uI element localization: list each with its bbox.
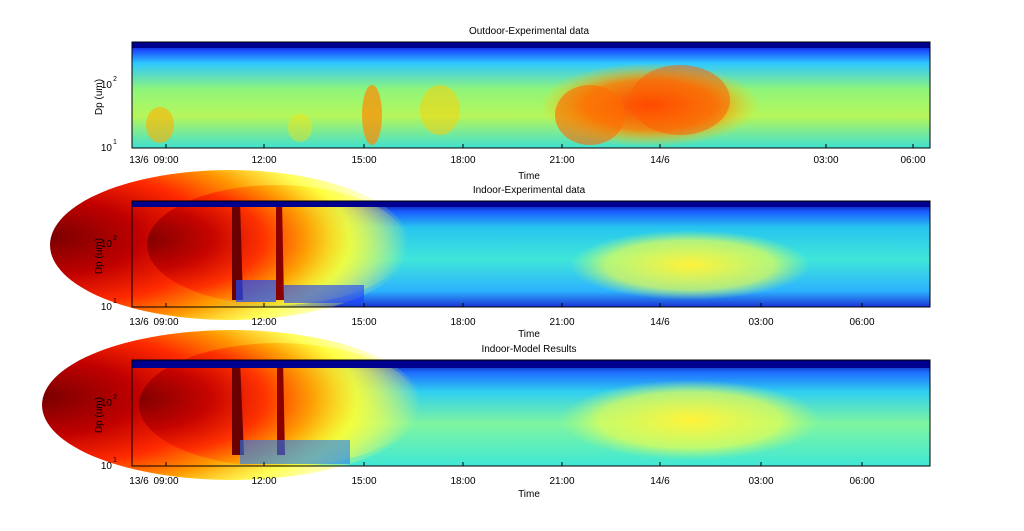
x-ticks: 13/6 09:00 12:00 15:00 18:00 21:00 14/6 03:00 06… [129,462,875,487]
heatmap-image [50,170,930,320]
heatmap-image [132,42,930,148]
x-tick-label: 12:00 [251,155,276,166]
x-tick-label: 21:00 [549,317,574,328]
xlabel: Time [518,171,540,182]
y-tick-label: 10 2 [101,235,117,250]
svg-text:10: 10 [101,143,113,154]
x-tick-label: 13/6 [129,155,149,166]
svg-text:2: 2 [113,394,117,401]
x-tick-label: 12:00 [251,476,276,487]
ylabel: Dp (um) [94,79,105,115]
axes-frame [131,41,931,149]
x-tick-label: 12:00 [251,317,276,328]
x-tick-label: 21:00 [549,476,574,487]
panel-indoor-model: Indoor-Model Results Dp (um) 10 2 10 1 1… [42,330,931,500]
x-tick-label: 09:00 [153,476,178,487]
y-tick-label: 10 1 [101,457,117,472]
xlabel: Time [518,489,540,500]
x-ticks: 13/6 09:00 12:00 15:00 18:00 21:00 14/6 03:00 06… [129,303,875,328]
ylabel: Dp (um) [94,238,105,274]
x-tick-label: 14/6 [650,317,670,328]
x-tick-label: 06:00 [849,476,874,487]
x-tick-label: 13/6 [129,476,149,487]
svg-text:1: 1 [113,139,117,146]
x-tick-label: 03:00 [748,476,773,487]
ylabel: Dp (um) [94,397,105,433]
x-tick-label: 18:00 [450,317,475,328]
x-tick-label: 03:00 [813,155,838,166]
x-tick-label: 06:00 [849,317,874,328]
x-tick-label: 18:00 [450,476,475,487]
x-tick-label: 15:00 [351,317,376,328]
panel-outdoor: Outdoor-Experimental data Dp (um) 10 2 1… [94,26,931,182]
panel-title: Indoor-Model Results [481,344,576,355]
axes-frame [131,200,931,308]
panel-title: Indoor-Experimental data [473,185,586,196]
svg-text:2: 2 [113,76,117,83]
svg-text:10: 10 [101,461,113,472]
x-tick-label: 14/6 [650,155,670,166]
panel-title: Outdoor-Experimental data [469,26,590,37]
x-tick-label: 15:00 [351,155,376,166]
svg-text:10: 10 [101,398,113,409]
x-tick-label: 09:00 [153,155,178,166]
x-tick-label: 13/6 [129,317,149,328]
svg-text:1: 1 [113,457,117,464]
x-tick-label: 18:00 [450,155,475,166]
x-tick-label: 09:00 [153,317,178,328]
x-tick-label: 21:00 [549,155,574,166]
y-tick-label: 10 1 [101,298,117,313]
x-tick-label: 06:00 [900,155,925,166]
y-tick-label: 10 2 [101,76,117,91]
svg-text:10: 10 [101,239,113,250]
svg-text:10: 10 [101,302,113,313]
x-ticks: 13/6 09:00 12:00 15:00 18:00 21:00 14/6 03:00 06… [129,144,926,166]
x-tick-label: 03:00 [748,317,773,328]
y-tick-label: 10 1 [101,139,117,154]
axes-frame [131,359,931,467]
panel-indoor-experimental: Indoor-Experimental data Dp (um) 10 2 10… [50,170,931,340]
x-tick-label: 15:00 [351,476,376,487]
heatmap-image [42,330,930,480]
xlabel: Time [518,329,540,340]
svg-text:2: 2 [113,235,117,242]
y-tick-label: 10 2 [101,394,117,409]
x-tick-label: 14/6 [650,476,670,487]
svg-text:10: 10 [101,80,113,91]
svg-text:1: 1 [113,298,117,305]
